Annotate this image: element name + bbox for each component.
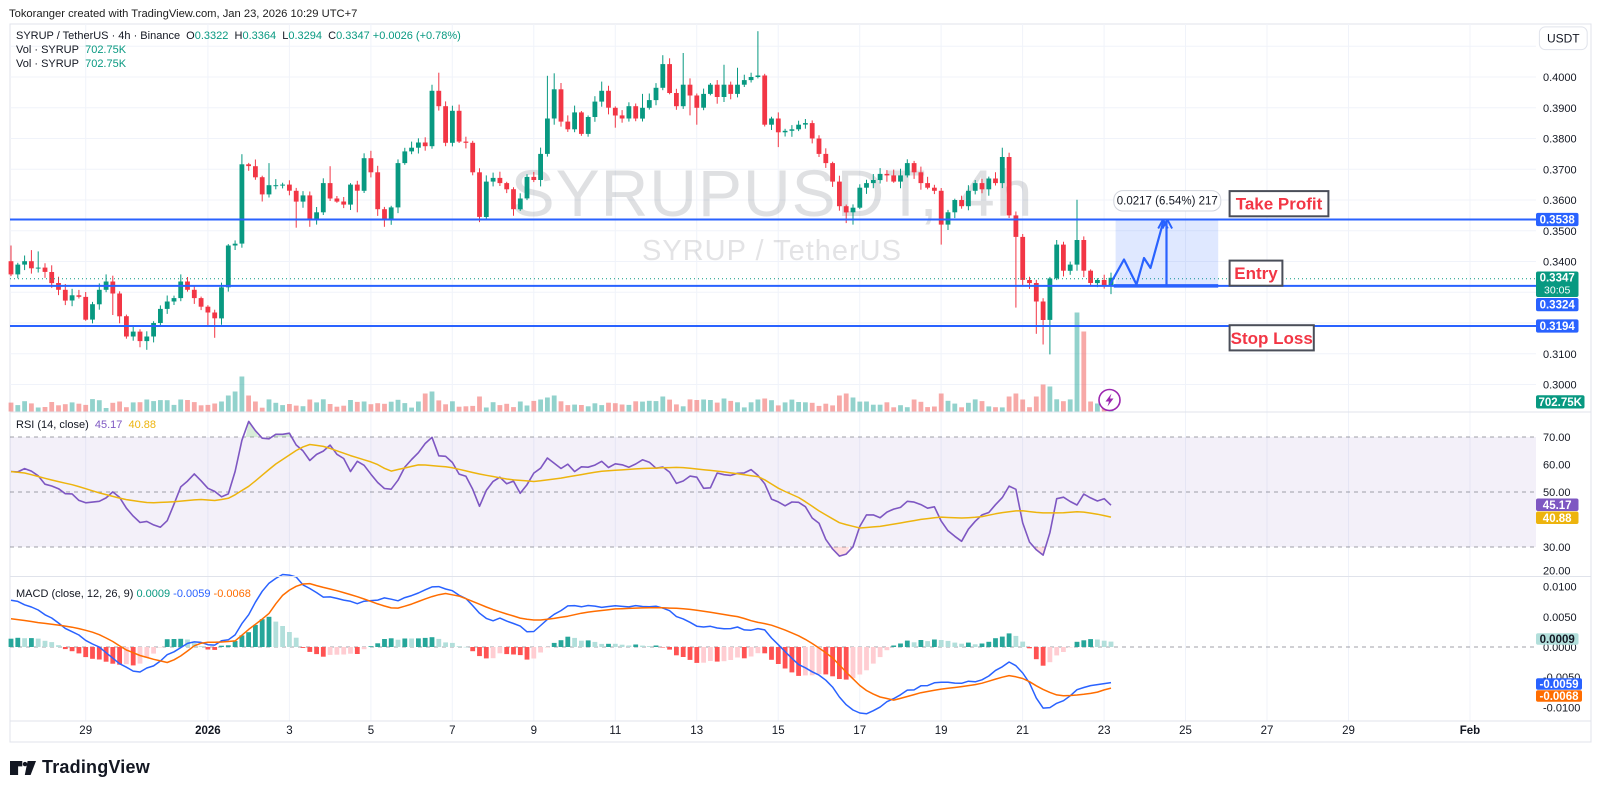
svg-text:0.3324: 0.3324 [1540, 300, 1576, 312]
svg-text:USDT: USDT [1547, 32, 1580, 46]
svg-text:0.3194: 0.3194 [1540, 321, 1576, 333]
svg-text:0.3700: 0.3700 [1543, 164, 1577, 176]
svg-text:40.88: 40.88 [1543, 513, 1572, 525]
svg-text:0.0217 (6.54%) 217: 0.0217 (6.54%) 217 [1117, 196, 1218, 208]
svg-text:RSI (14, close) 45.17 40.88: RSI (14, close) 45.17 40.88 [16, 419, 156, 431]
svg-text:0.3000: 0.3000 [1543, 380, 1577, 392]
svg-text:0.3100: 0.3100 [1543, 349, 1577, 361]
svg-text:-0.0059: -0.0059 [1539, 679, 1578, 691]
svg-text:-0.0068: -0.0068 [1539, 691, 1579, 703]
svg-text:0.0050: 0.0050 [1543, 612, 1577, 624]
svg-text:Stop Loss: Stop Loss [1231, 329, 1313, 348]
svg-text:0.4000: 0.4000 [1543, 72, 1577, 84]
svg-text:17: 17 [853, 725, 866, 737]
svg-text:5: 5 [368, 725, 374, 737]
svg-text:Take Profit: Take Profit [1236, 195, 1323, 214]
svg-text:SYRUPUSDT, 4h: SYRUPUSDT, 4h [511, 156, 1034, 230]
svg-text:SYRUP / TetherUS · 4h · Binanc: SYRUP / TetherUS · 4h · Binance O0.3322 … [16, 30, 461, 42]
svg-text:0.3500: 0.3500 [1543, 226, 1577, 238]
svg-text:MACD (close, 12, 26, 9) 0.0009: MACD (close, 12, 26, 9) 0.0009 -0.0059 -… [16, 588, 251, 600]
svg-text:0.3400: 0.3400 [1543, 257, 1577, 269]
svg-text:Vol · SYRUP 702.75K: Vol · SYRUP 702.75K [16, 44, 127, 56]
svg-text:11: 11 [609, 725, 621, 737]
svg-text:60.00: 60.00 [1543, 460, 1571, 472]
svg-text:0.3600: 0.3600 [1543, 195, 1577, 207]
svg-text:27: 27 [1261, 725, 1274, 737]
svg-text:-0.0100: -0.0100 [1543, 702, 1580, 714]
svg-text:13: 13 [690, 725, 703, 737]
svg-text:SYRUP / TetherUS: SYRUP / TetherUS [642, 235, 902, 267]
svg-text:9: 9 [531, 725, 537, 737]
svg-text:3: 3 [286, 725, 292, 737]
svg-text:0.0000: 0.0000 [1543, 642, 1577, 654]
svg-text:30.00: 30.00 [1543, 542, 1571, 554]
svg-text:50.00: 50.00 [1543, 487, 1571, 499]
svg-text:0.3538: 0.3538 [1540, 215, 1576, 227]
svg-text:2026: 2026 [195, 725, 221, 737]
svg-text:0.0009: 0.0009 [1540, 634, 1575, 646]
svg-text:29: 29 [1342, 725, 1355, 737]
svg-text:15: 15 [772, 725, 785, 737]
svg-text:23: 23 [1098, 725, 1111, 737]
svg-text:30:05: 30:05 [1544, 285, 1570, 297]
svg-text:21: 21 [1016, 725, 1029, 737]
svg-text:70.00: 70.00 [1543, 432, 1571, 444]
svg-text:7: 7 [449, 725, 455, 737]
svg-text:0.0100: 0.0100 [1543, 582, 1577, 594]
svg-text:45.17: 45.17 [1543, 500, 1572, 512]
svg-text:Tokoranger created with Tradin: Tokoranger created with TradingView.com,… [9, 8, 357, 20]
svg-text:29: 29 [79, 725, 92, 737]
svg-text:0.3900: 0.3900 [1543, 103, 1577, 115]
svg-text:TradingView: TradingView [42, 757, 151, 777]
svg-text:19: 19 [935, 725, 948, 737]
svg-text:0.3347: 0.3347 [1540, 273, 1575, 285]
svg-text:20.00: 20.00 [1543, 566, 1571, 578]
svg-text:Entry: Entry [1234, 264, 1278, 283]
svg-text:25: 25 [1179, 725, 1192, 737]
svg-text:Feb: Feb [1460, 725, 1480, 737]
svg-text:702.75K: 702.75K [1538, 397, 1582, 409]
svg-text:0.3800: 0.3800 [1543, 134, 1577, 146]
svg-text:Vol · SYRUP 702.75K: Vol · SYRUP 702.75K [16, 58, 127, 70]
